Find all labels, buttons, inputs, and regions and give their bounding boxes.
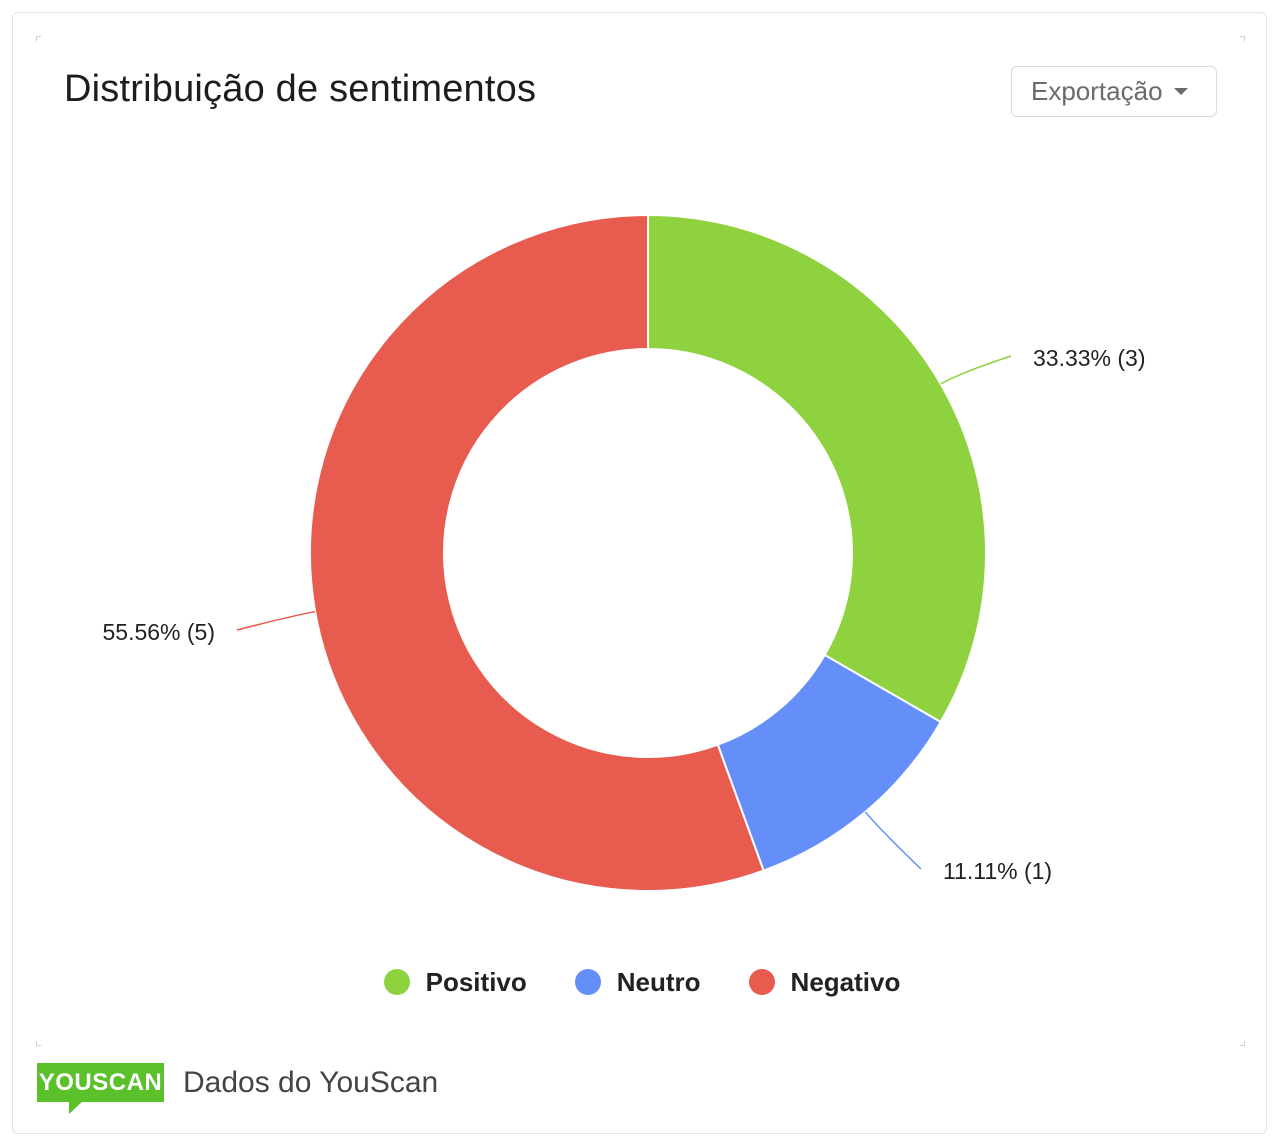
footer: YOUSCAN Dados do YouScan bbox=[37, 1063, 439, 1114]
legend-dot-neutro bbox=[574, 969, 601, 995]
export-label: Exportação bbox=[1031, 76, 1163, 106]
legend-dot-positivo bbox=[383, 969, 410, 995]
corner-mark bbox=[36, 36, 41, 41]
leader-lines bbox=[236, 355, 1012, 870]
slice-positivo[interactable] bbox=[647, 213, 987, 724]
corner-mark bbox=[1240, 1041, 1245, 1046]
legend-label-positivo: Positivo bbox=[425, 966, 527, 997]
data-label-positivo: 33.33% (3) bbox=[1033, 345, 1146, 371]
corner-mark bbox=[1240, 36, 1245, 41]
legend-item-neutro[interactable]: Neutro bbox=[574, 966, 701, 998]
leader-line-neutro bbox=[864, 811, 922, 870]
data-labels: 33.33% (3) 11.11% (1) 55.56% (5) bbox=[102, 345, 1145, 884]
data-label-neutro: 11.11% (1) bbox=[943, 858, 1052, 884]
export-dropdown-button[interactable]: Exportação bbox=[1011, 66, 1217, 117]
chart-title: Distribuição de sentimentos bbox=[64, 68, 537, 110]
legend-dot-negativo bbox=[748, 969, 775, 995]
chart-legend: Positivo Neutro Negativo bbox=[0, 962, 1280, 1002]
leader-line-positivo bbox=[940, 355, 1012, 385]
slice-negativo[interactable] bbox=[309, 213, 765, 892]
corner-mark bbox=[36, 1041, 41, 1046]
footer-source-text: Dados do YouScan bbox=[183, 1065, 439, 1099]
legend-label-neutro: Neutro bbox=[616, 966, 701, 997]
legend-label-negativo: Negativo bbox=[790, 966, 901, 997]
youscan-logo[interactable]: YOUSCAN bbox=[37, 1063, 164, 1114]
donut-slices bbox=[309, 213, 987, 892]
widget-card bbox=[12, 12, 1267, 1134]
caret-down-icon bbox=[1173, 88, 1188, 95]
logo-tail bbox=[69, 1101, 83, 1114]
data-label-negativo: 55.56% (5) bbox=[102, 619, 215, 645]
legend-item-positivo[interactable]: Positivo bbox=[383, 966, 527, 998]
leader-line-negativo bbox=[236, 610, 316, 631]
legend-item-negativo[interactable]: Negativo bbox=[748, 966, 901, 998]
logo-text: YOUSCAN bbox=[38, 1068, 163, 1096]
